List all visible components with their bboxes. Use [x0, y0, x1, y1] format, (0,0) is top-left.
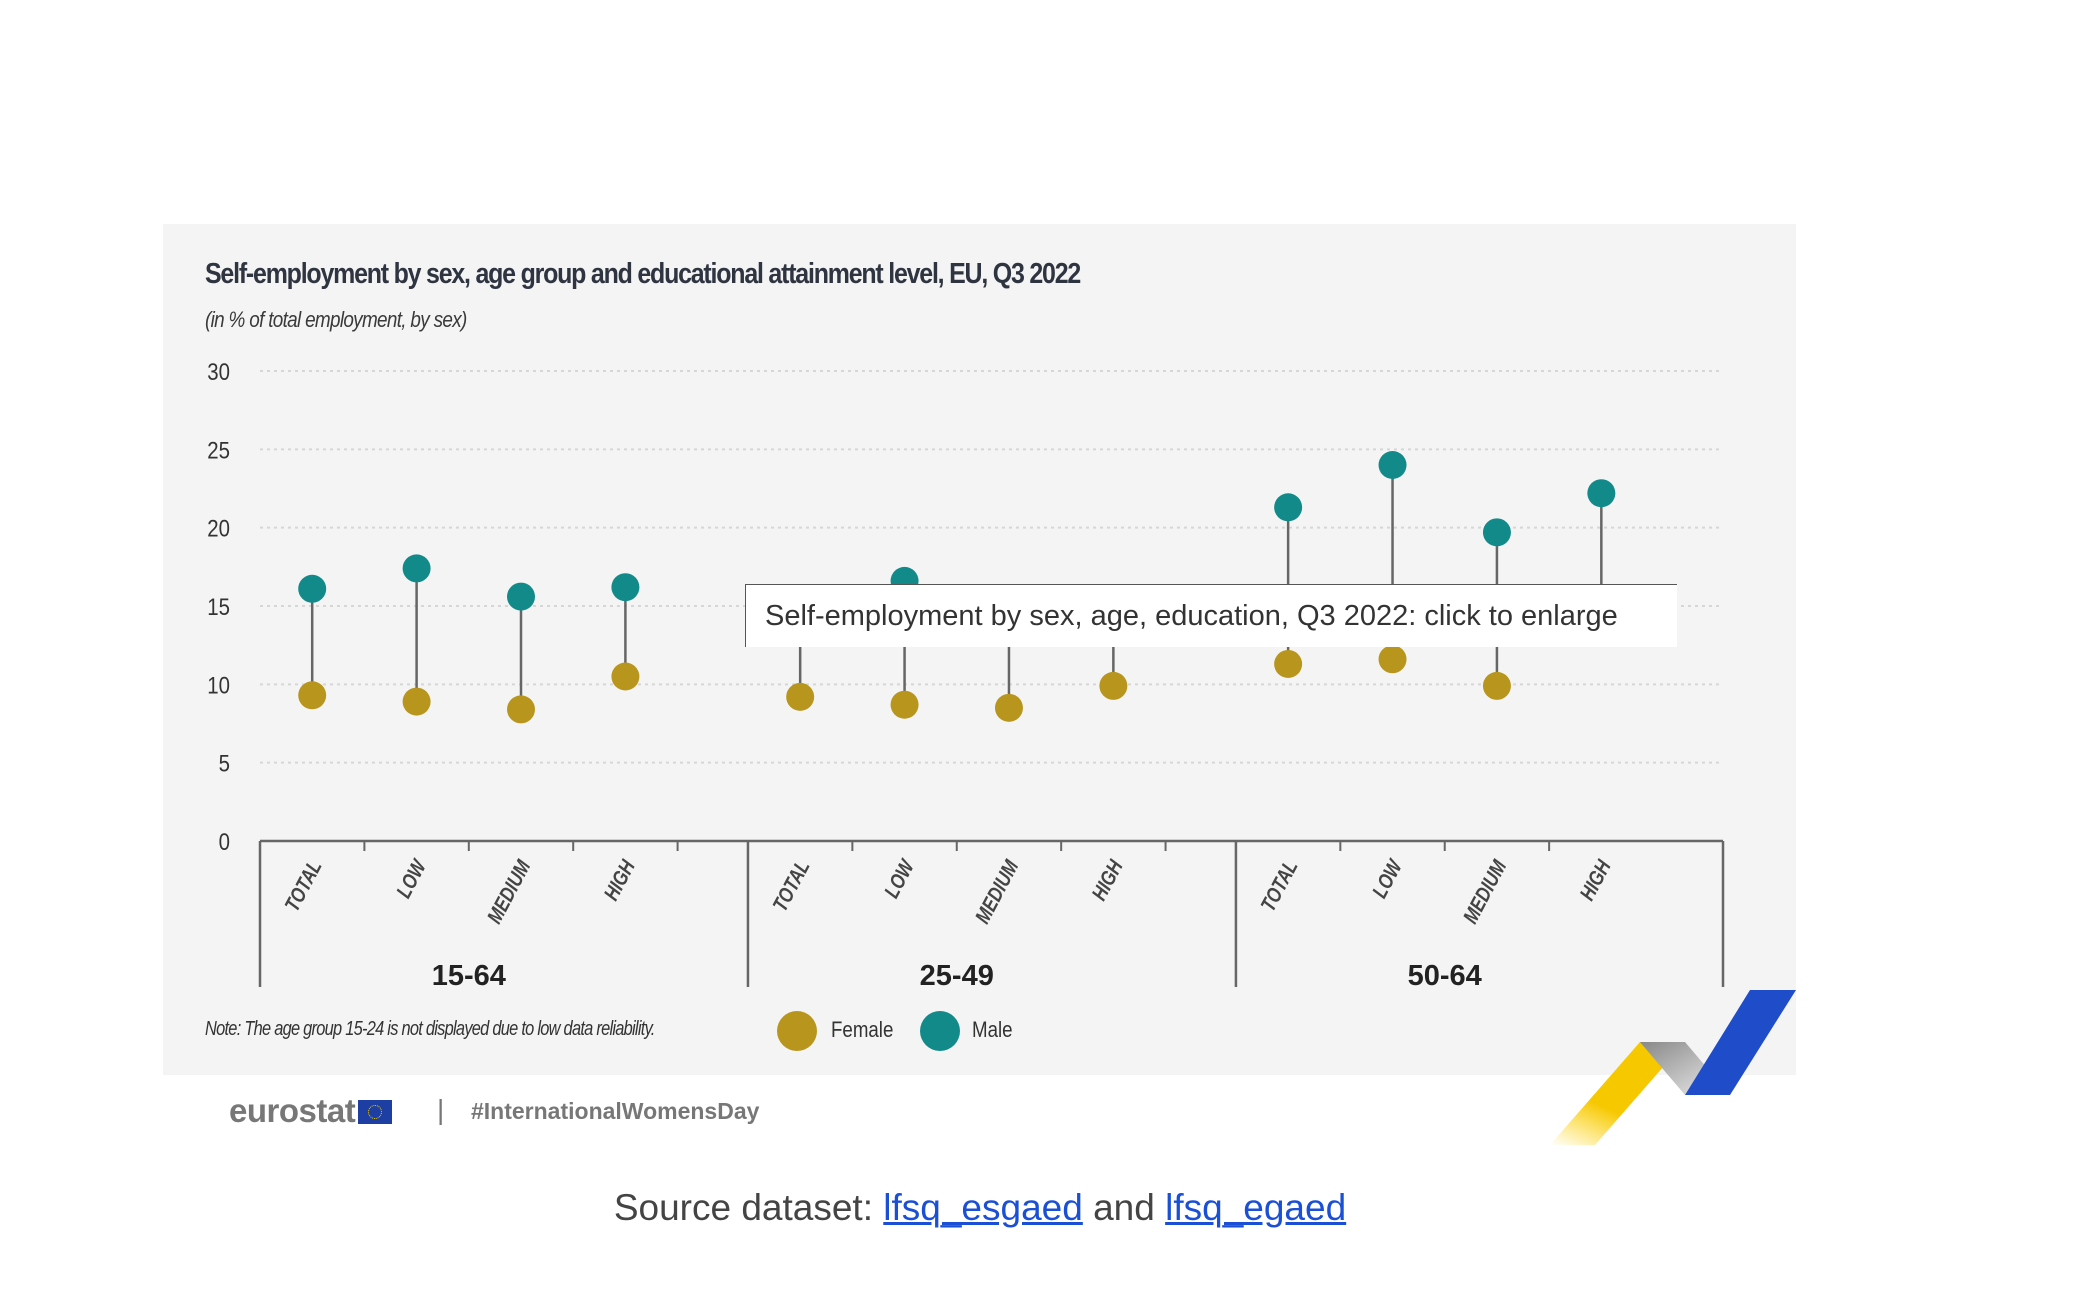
legend-male-label: Male — [972, 1017, 1013, 1042]
y-tick-label: 20 — [207, 515, 230, 542]
chart-panel[interactable] — [163, 224, 1796, 1075]
male-dot — [611, 573, 640, 602]
legend-female-label: Female — [831, 1017, 894, 1042]
female-dot — [298, 681, 327, 710]
category-label: HIGH — [600, 856, 641, 905]
male-dot — [507, 582, 535, 611]
chart-subtitle: (in % of total employment, by sex) — [205, 307, 467, 332]
chart-note: Note: The age group 15-24 is not display… — [205, 1018, 655, 1040]
group-label: 15-64 — [432, 960, 506, 992]
male-dot — [1378, 451, 1407, 479]
category-label: MEDIUM — [483, 856, 536, 928]
female-dot — [1099, 671, 1128, 700]
legend-female-marker — [777, 1011, 817, 1051]
category-label: TOTAL — [1257, 857, 1303, 916]
legend-male-marker — [920, 1011, 960, 1051]
category-label: MEDIUM — [971, 856, 1024, 928]
source-prefix: Source dataset: — [613, 1187, 884, 1228]
male-dot — [298, 574, 327, 603]
eurostat-logo: eurostat — [229, 1092, 393, 1130]
y-tick-label: 10 — [207, 672, 230, 699]
eu-flag-icon — [358, 1100, 393, 1124]
female-dot — [890, 690, 919, 719]
eurostat-swoosh-icon — [1550, 990, 1796, 1145]
female-dot — [786, 682, 815, 711]
male-dot — [1482, 518, 1511, 547]
female-dot — [994, 693, 1023, 722]
female-dot — [1274, 649, 1303, 678]
female-dot — [1482, 671, 1511, 700]
female-dot — [402, 687, 431, 716]
female-dot — [507, 695, 535, 724]
category-label: LOW — [1369, 855, 1409, 902]
female-dot — [1378, 645, 1407, 674]
y-tick-label: 15 — [207, 593, 230, 620]
hashtag: #InternationalWomensDay — [471, 1098, 760, 1124]
female-dot — [611, 662, 640, 691]
male-dot — [402, 554, 431, 583]
y-tick-label: 25 — [207, 437, 230, 464]
chart-title: Self-employment by sex, age group and ed… — [205, 258, 1081, 290]
category-label: TOTAL — [769, 857, 815, 916]
category-label: MEDIUM — [1459, 856, 1512, 928]
y-tick-label: 0 — [219, 828, 230, 855]
category-label: LOW — [393, 855, 433, 902]
category-label: TOTAL — [281, 857, 327, 916]
male-dot — [1587, 479, 1616, 508]
group-label: 50-64 — [1408, 960, 1482, 992]
y-tick-label: 30 — [207, 358, 230, 385]
source-and: and — [1082, 1187, 1166, 1228]
dataset-link-lfsq-egaed[interactable]: lfsq_egaed — [1165, 1187, 1347, 1228]
dataset-link-lfsq-esgaed[interactable]: lfsq_esgaed — [883, 1187, 1083, 1228]
y-tick-label: 5 — [219, 750, 230, 777]
source-line: Source dataset: lfsq_esgaed and lfsq_ega… — [0, 1187, 1960, 1229]
footer-separator: | — [437, 1094, 445, 1125]
category-label: LOW — [881, 855, 921, 902]
category-label: HIGH — [1088, 856, 1129, 905]
male-dot — [1274, 493, 1303, 522]
category-label: HIGH — [1576, 856, 1617, 905]
group-label: 25-49 — [920, 960, 994, 992]
image-tooltip: Self-employment by sex, age, education, … — [745, 584, 1677, 647]
eurostat-wordmark: eurostat — [229, 1092, 356, 1129]
